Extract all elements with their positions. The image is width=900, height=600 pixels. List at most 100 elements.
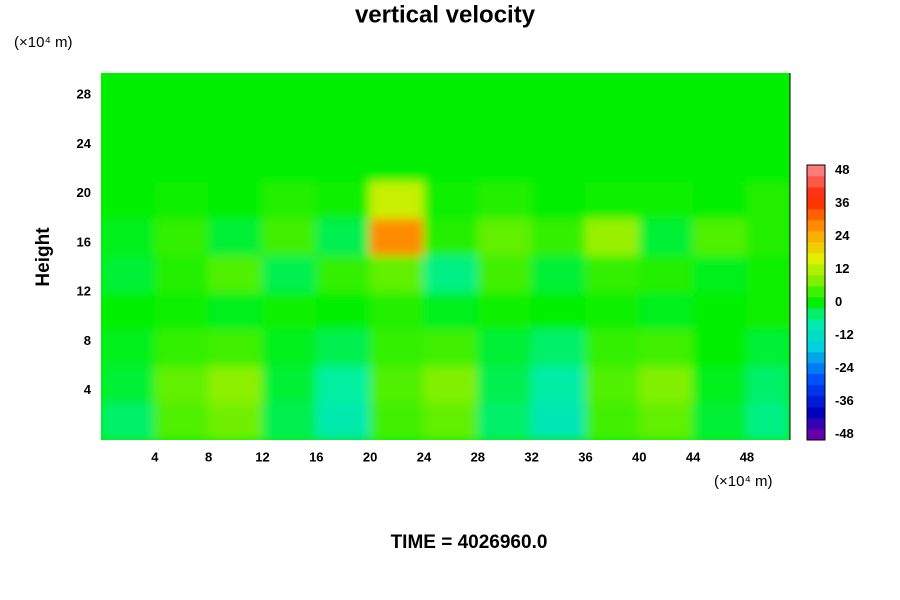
colorbar-tick-label: 36 — [835, 195, 849, 210]
cell — [261, 402, 317, 440]
colorbar-band — [807, 187, 825, 199]
cell — [369, 402, 425, 440]
colorbar-tick-label: -24 — [835, 360, 855, 375]
colorbar-band — [807, 231, 825, 243]
colorbar-band — [807, 429, 825, 441]
cell — [477, 291, 533, 330]
cell — [584, 143, 640, 182]
cell — [261, 254, 317, 293]
colorbar-band — [807, 352, 825, 364]
cell — [477, 143, 533, 182]
cell — [208, 73, 263, 145]
colorbar-band — [807, 297, 825, 309]
cell — [584, 217, 640, 256]
cell — [692, 291, 748, 330]
cell — [746, 143, 790, 182]
colorbar-frame — [806, 164, 826, 441]
cell — [638, 73, 694, 145]
cell — [423, 254, 479, 293]
footer: TIME = 4026960.0 — [391, 532, 548, 553]
cell — [315, 328, 371, 367]
colorbar-band — [807, 253, 825, 265]
cell — [154, 73, 210, 145]
x-tick-label: 48 — [740, 449, 754, 464]
cell — [261, 291, 317, 330]
cell — [638, 365, 694, 404]
cell — [315, 254, 371, 293]
colorbar-band — [807, 385, 825, 397]
cell — [154, 143, 210, 182]
cell — [746, 328, 790, 367]
cell — [477, 402, 533, 440]
cell — [584, 402, 640, 440]
cell — [638, 217, 694, 256]
chart-title: vertical velocity — [355, 1, 536, 28]
cell — [531, 73, 586, 145]
cell — [638, 402, 694, 440]
cell — [154, 291, 210, 330]
x-tick-label: 24 — [417, 449, 432, 464]
field — [101, 73, 790, 440]
cell — [154, 328, 210, 367]
colorbar-band — [807, 242, 825, 254]
cell — [315, 291, 371, 330]
cell — [584, 73, 640, 145]
cell — [638, 143, 694, 182]
y-tick-label: 20 — [77, 185, 91, 200]
cell — [101, 402, 156, 440]
y-tick-label: 16 — [77, 234, 91, 249]
colorbar-tick-label: -48 — [835, 426, 854, 441]
cell — [746, 402, 790, 440]
colorbar-band — [807, 308, 825, 320]
x-tick-label: 44 — [686, 449, 701, 464]
cell — [369, 328, 425, 367]
cell — [423, 143, 479, 182]
cell — [208, 402, 263, 440]
colorbar-band — [807, 396, 825, 408]
x-tick-label: 28 — [471, 449, 485, 464]
cell — [423, 217, 479, 256]
cell — [584, 254, 640, 293]
cell — [531, 365, 586, 404]
colorbar-band — [807, 220, 825, 232]
colorbar-tick-label: -36 — [835, 393, 854, 408]
y-tick-label: 12 — [77, 284, 91, 299]
cell — [315, 180, 371, 219]
cell — [154, 365, 210, 404]
cell — [423, 365, 479, 404]
cell — [208, 365, 263, 404]
cell — [261, 73, 317, 145]
cell — [208, 180, 263, 219]
cell — [101, 291, 156, 330]
cell — [692, 143, 748, 182]
cell — [692, 402, 748, 440]
cell — [746, 254, 790, 293]
cell — [531, 180, 586, 219]
cells — [101, 73, 790, 440]
colorbar-band — [807, 330, 825, 342]
y-tick-label: 8 — [84, 333, 91, 348]
cell — [477, 73, 533, 145]
colorbar-band — [807, 275, 825, 287]
cell — [154, 402, 210, 440]
colorbar-band — [807, 165, 825, 177]
cell — [208, 291, 263, 330]
x-tick-label: 40 — [632, 449, 646, 464]
cell — [638, 328, 694, 367]
cell — [584, 180, 640, 219]
cell — [692, 180, 748, 219]
cell — [261, 328, 317, 367]
cell — [746, 365, 790, 404]
colorbar-band — [807, 341, 825, 353]
colorbar-band — [807, 198, 825, 210]
colorbar-tick-label: 24 — [835, 228, 850, 243]
cell — [477, 365, 533, 404]
cell — [746, 73, 790, 145]
cell — [746, 180, 790, 219]
y-tick-label: 4 — [84, 382, 92, 397]
cell — [638, 254, 694, 293]
x-tick-label: 16 — [309, 449, 323, 464]
cell — [746, 291, 790, 330]
cell — [423, 402, 479, 440]
